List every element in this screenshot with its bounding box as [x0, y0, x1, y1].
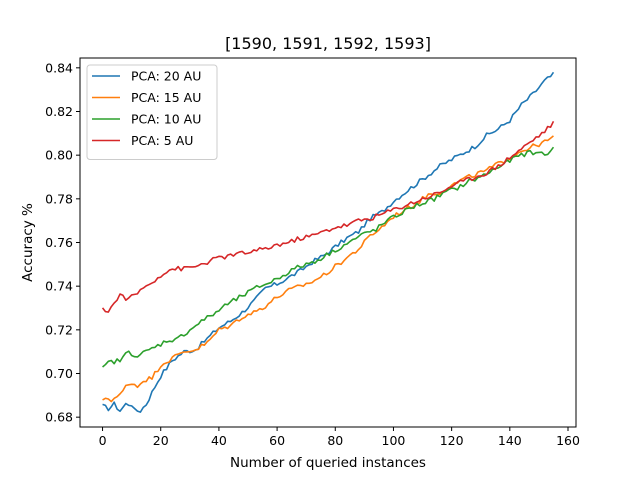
x-tick-label: 140	[498, 433, 522, 448]
y-tick-label: 0.74	[45, 279, 73, 294]
y-tick-label: 0.78	[45, 191, 73, 206]
x-tick-label: 40	[211, 433, 227, 448]
legend-entry: PCA: 5 AU	[131, 133, 193, 148]
x-tick-label: 120	[440, 433, 464, 448]
legend-entry: PCA: 20 AU	[131, 69, 201, 84]
x-tick-label: 20	[153, 433, 169, 448]
chart-title: [1590, 1591, 1592, 1593]	[225, 34, 431, 53]
y-tick-label: 0.70	[45, 366, 73, 381]
x-tick-label: 0	[99, 433, 107, 448]
series-layer	[101, 71, 555, 413]
legend-entry: PCA: 15 AU	[131, 90, 201, 105]
x-tick-label: 60	[269, 433, 285, 448]
series-line	[101, 120, 555, 313]
y-tick-label: 0.84	[45, 60, 73, 75]
x-tick-label: 100	[382, 433, 406, 448]
x-axis-label: Number of queried instances	[230, 455, 426, 471]
y-tick-label: 0.80	[45, 148, 73, 163]
legend: PCA: 20 AU PCA: 15 AU PCA: 10 AU PCA: 5 AU	[86, 64, 218, 160]
legend-entry: PCA: 10 AU	[131, 112, 201, 127]
x-tick-label: 160	[556, 433, 580, 448]
x-axis: 0 20 40 60 80 100 120 140 160	[99, 427, 580, 448]
y-tick-label: 0.76	[45, 235, 73, 250]
y-tick-label: 0.68	[45, 410, 73, 425]
y-tick-label: 0.72	[45, 322, 73, 337]
y-tick-label: 0.82	[45, 104, 73, 119]
y-axis: 0.68 0.70 0.72 0.74 0.76 0.78 0.80 0.82 0.84	[45, 60, 80, 425]
series-line	[102, 135, 554, 403]
y-axis-label: Accuracy %	[20, 203, 36, 282]
x-tick-label: 80	[327, 433, 343, 448]
series-line	[102, 146, 555, 368]
legend-box	[86, 64, 218, 160]
